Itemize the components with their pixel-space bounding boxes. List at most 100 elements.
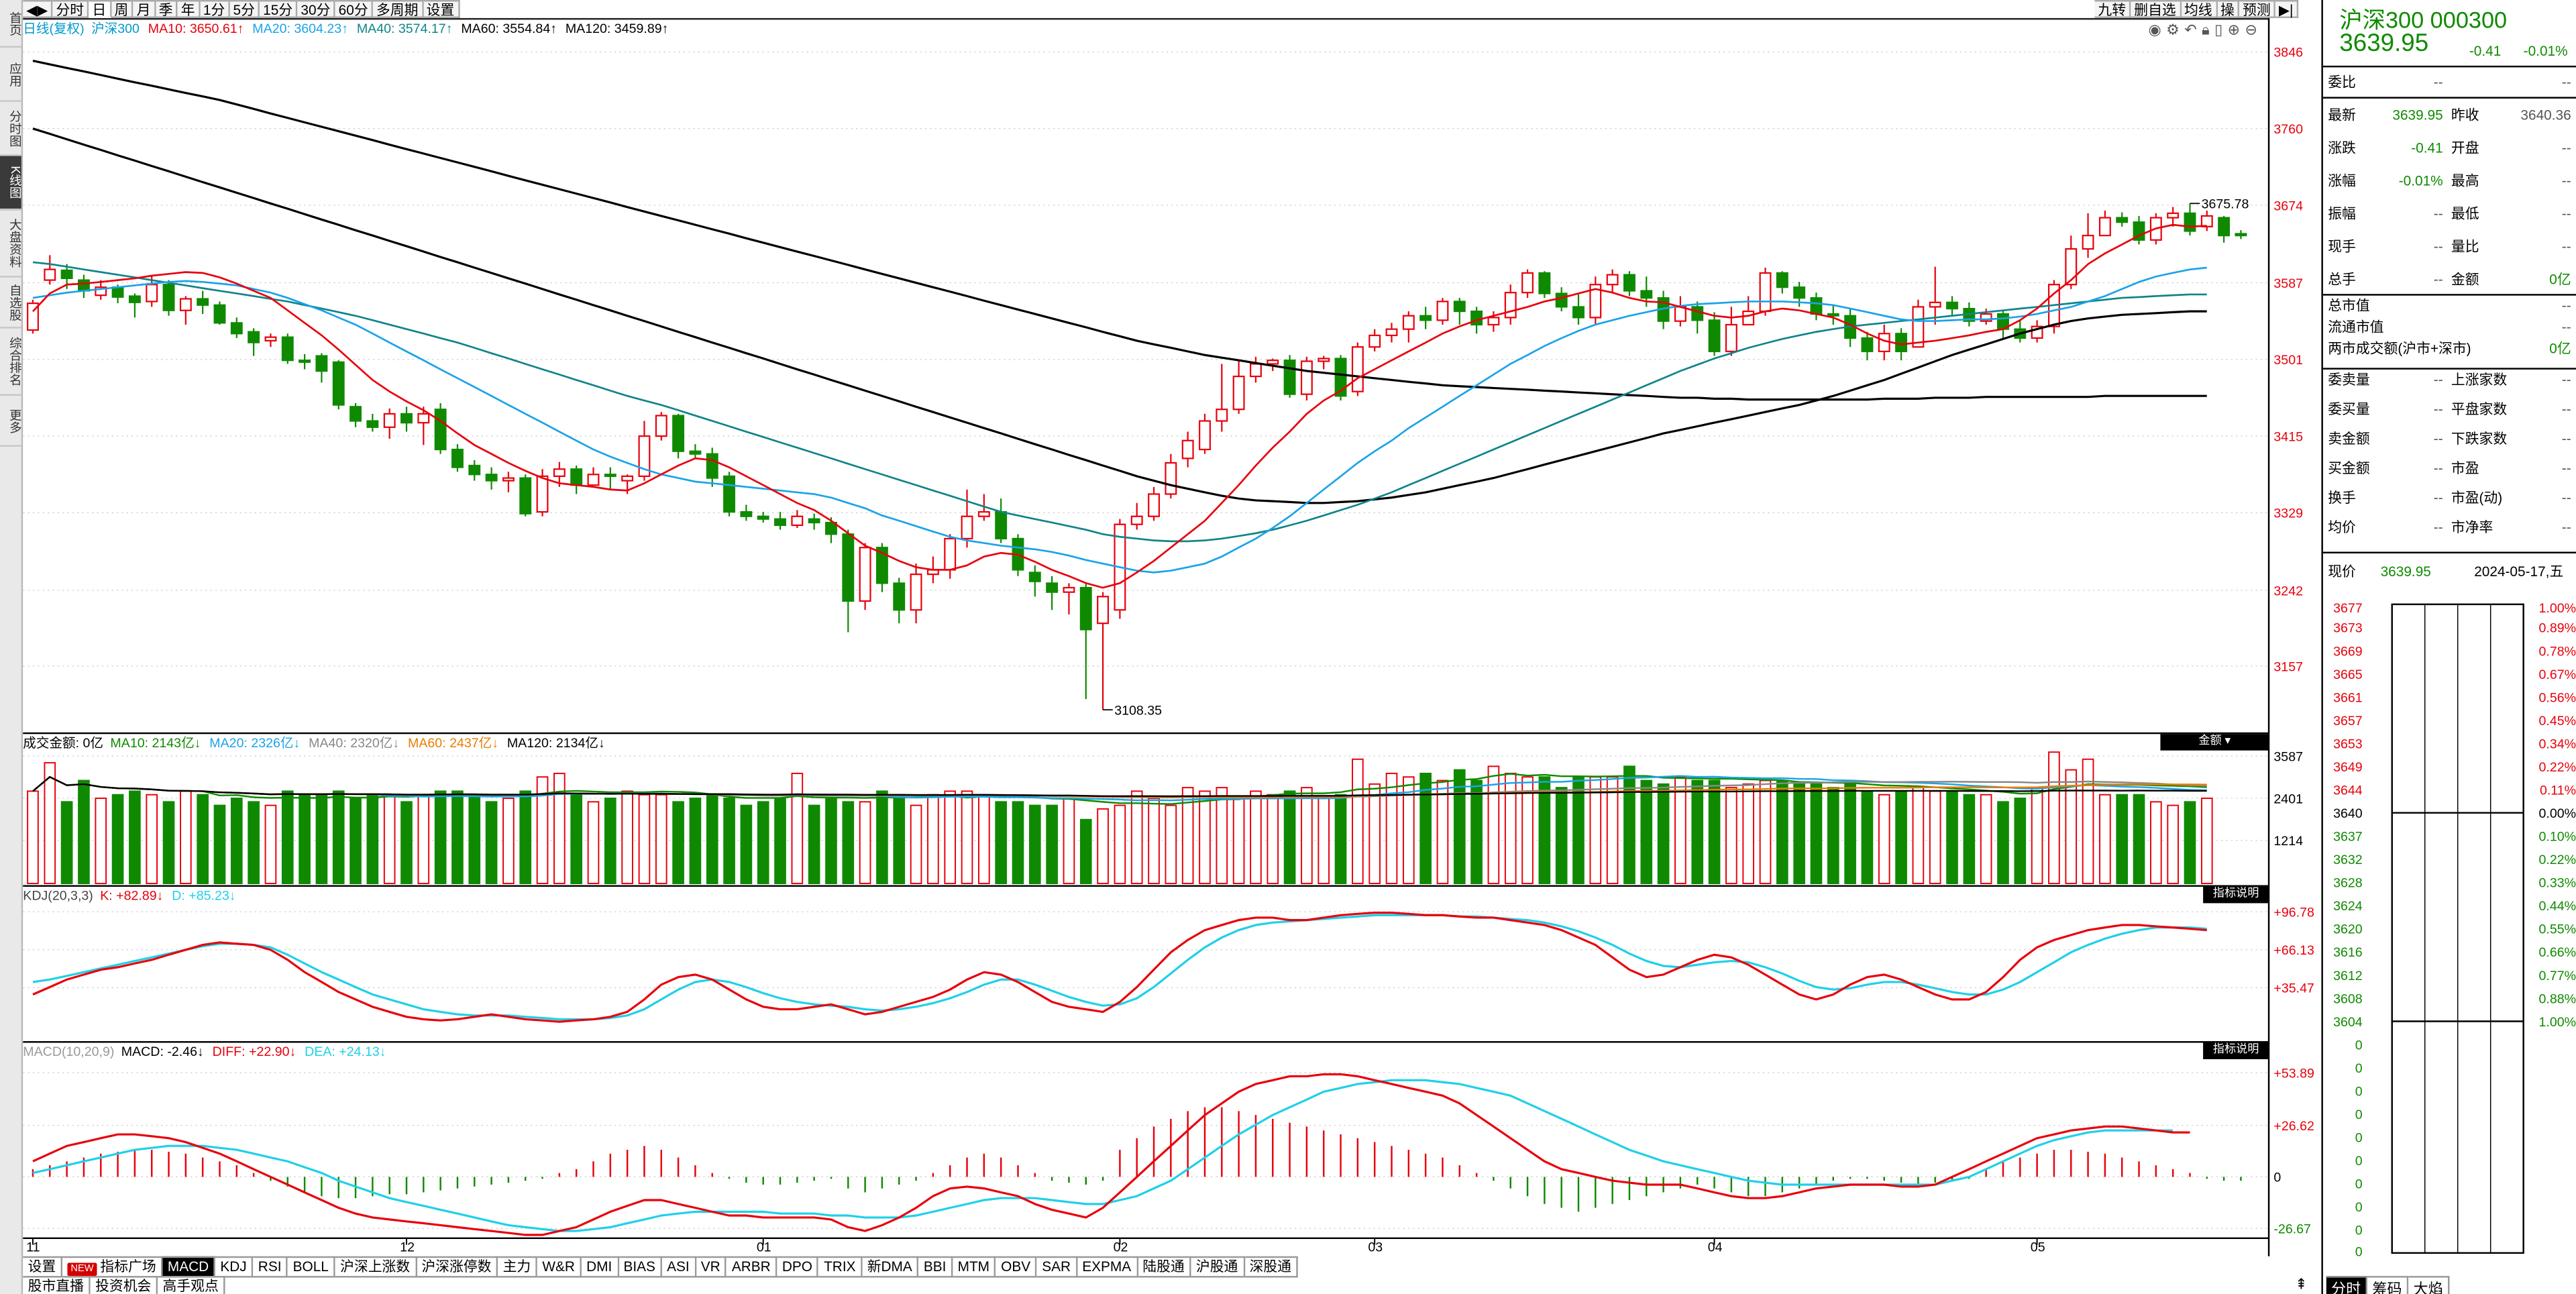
legend-ma120: MA120: 3459.89↑ <box>565 21 669 36</box>
macd-help-button[interactable]: 指标说明 <box>2203 1042 2269 1059</box>
indicator-tab-17[interactable]: 新DMA <box>862 1256 919 1278</box>
mini-pct-tick: 1.00% <box>2539 601 2576 616</box>
quote-value: -- <box>2561 371 2571 388</box>
sidebar-item-7[interactable]: 更多 <box>0 396 23 447</box>
quote-label: 委卖量 <box>2328 371 2370 388</box>
period-tab-5[interactable]: 季 <box>155 0 178 18</box>
indicator-tab-16[interactable]: TRIX <box>818 1256 863 1278</box>
macd-panel[interactable]: MACD(10,20,9) MACD: -2.46↓ DIFF: +22.90↓… <box>23 1041 2269 1240</box>
feature-tab-0[interactable]: 股市直播 <box>23 1276 91 1294</box>
eye-icon[interactable]: ◉ <box>2148 21 2167 38</box>
indicator-tab-2[interactable]: MACD <box>162 1256 215 1278</box>
zoom-in-icon[interactable]: ⊕ <box>2227 21 2245 38</box>
period-tab-7[interactable]: 1分 <box>199 0 230 18</box>
period-tab-8[interactable]: 5分 <box>229 0 260 18</box>
indicator-tab-21[interactable]: SAR <box>1036 1256 1077 1278</box>
mini-price-tick: 3669 <box>2333 644 2363 659</box>
indicator-tab-4[interactable]: RSI <box>253 1256 288 1278</box>
period-tab-2[interactable]: 日 <box>89 0 111 18</box>
period-tab-13[interactable]: 设置 <box>423 0 460 18</box>
indicator-tab-1[interactable]: NEW 指标广场 <box>62 1256 163 1278</box>
right-tool-4[interactable]: 预测 <box>2239 0 2276 18</box>
sidebar-item-2[interactable]: 分时图 <box>0 102 23 156</box>
right-tool-5[interactable]: ▶| <box>2275 0 2298 18</box>
period-tab-1[interactable]: 分时 <box>52 0 89 18</box>
quote-label: 上涨家数 <box>2451 371 2508 388</box>
candle-body <box>1046 582 1059 593</box>
quote-tab-2[interactable]: 大焰 <box>2408 1276 2450 1294</box>
undo-icon[interactable]: ↶ <box>2184 21 2202 38</box>
period-tab-0[interactable]: ◀▶ <box>23 0 53 18</box>
lock-icon[interactable]: 🔒︎ <box>2202 21 2215 38</box>
delete-icon[interactable]: ▯ <box>2214 21 2228 38</box>
indicator-tab-24[interactable]: 沪股通 <box>1191 1256 1245 1278</box>
indicator-tab-5[interactable]: BOLL <box>288 1256 335 1278</box>
indicator-tab-7[interactable]: 沪深涨停数 <box>416 1256 498 1278</box>
period-tab-4[interactable]: 月 <box>133 0 156 18</box>
indicator-tab-13[interactable]: VR <box>696 1256 727 1278</box>
indicator-tab-12[interactable]: ASI <box>661 1256 696 1278</box>
main-legend: 日线(复权) 沪深300 MA10: 3650.61↑ MA20: 3604.2… <box>23 21 668 38</box>
chart-tool-icons[interactable]: ◉⚙↶🔒︎▯⊕⊖ <box>2148 21 2262 40</box>
quote-tab-1[interactable]: 筹码 <box>2367 1276 2409 1294</box>
sidebar-item-0[interactable]: 首页 <box>0 0 23 48</box>
legend-period: 日线(复权) <box>23 21 85 36</box>
price-panel[interactable]: 日线(复权) 沪深300 MA10: 3650.61↑ MA20: 3604.2… <box>23 17 2269 733</box>
indicator-tab-18[interactable]: BBI <box>918 1256 953 1278</box>
quote-row: 买金额 -- 市盈 -- <box>2323 453 2576 483</box>
indicator-tab-label: 深股通 <box>1249 1258 1292 1275</box>
sidebar-item-5[interactable]: 自选股 <box>0 278 23 329</box>
quote-value: -- <box>2561 430 2571 447</box>
indicator-tab-3[interactable]: KDJ <box>215 1256 254 1278</box>
indicator-tab-11[interactable]: BIAS <box>619 1256 662 1278</box>
indicator-tab-19[interactable]: MTM <box>953 1256 996 1278</box>
quote-label: 涨幅 <box>2328 172 2356 189</box>
indicator-tab-9[interactable]: W&R <box>537 1256 582 1278</box>
sidebar-item-4[interactable]: 大盘资料 <box>0 210 23 278</box>
sidebar-item-1[interactable]: 应用 <box>0 48 23 102</box>
volume-bar <box>95 798 107 885</box>
scroll-top-icon[interactable]: ⇞ <box>2295 1276 2308 1293</box>
volume-panel[interactable]: 成交金额: 0亿 MA10: 2143亿↓ MA20: 2326亿↓ MA40:… <box>23 732 2269 885</box>
feature-tab-1[interactable]: 投资机会 <box>90 1276 158 1294</box>
indicator-tab-8[interactable]: 主力 <box>498 1256 538 1278</box>
candle-body <box>468 464 481 476</box>
month-label: 01 <box>757 1240 771 1254</box>
sidebar-item-3[interactable]: K线图 <box>0 156 23 211</box>
mini-price-tick: 0 <box>2355 1154 2363 1169</box>
settings-icon[interactable]: ⚙ <box>2166 21 2185 38</box>
now-date: 2024-05-17,五 <box>2474 563 2564 580</box>
sidebar-item-6[interactable]: 综合排名 <box>0 329 23 396</box>
indicator-tab-22[interactable]: EXPMA <box>1077 1256 1138 1278</box>
indicator-tab-10[interactable]: DMI <box>581 1256 619 1278</box>
period-tab-11[interactable]: 60分 <box>335 0 374 18</box>
right-tool-2[interactable]: 均线 <box>2181 0 2218 18</box>
kdj-help-button[interactable]: 指标说明 <box>2203 886 2269 904</box>
period-tab-3[interactable]: 周 <box>111 0 133 18</box>
indicator-tab-23[interactable]: 陆股通 <box>1137 1256 1191 1278</box>
volume-bar <box>1385 772 1398 885</box>
candle-body <box>1249 363 1262 378</box>
mini-price-tick: 3665 <box>2333 667 2363 682</box>
quote-value: -- <box>2561 318 2571 335</box>
volume-bar <box>1470 779 1483 885</box>
indicator-tab-20[interactable]: OBV <box>996 1256 1037 1278</box>
indicator-tab-14[interactable]: ARBR <box>727 1256 777 1278</box>
indicator-tab-25[interactable]: 深股通 <box>1244 1256 1298 1278</box>
right-tool-1[interactable]: 删自选 <box>2131 0 2182 18</box>
quote-tab-0[interactable]: 分时 <box>2326 1276 2368 1294</box>
feature-tab-2[interactable]: 高手观点 <box>158 1276 225 1294</box>
period-tab-10[interactable]: 30分 <box>297 0 335 18</box>
quote-label: 市盈(动) <box>2451 489 2503 506</box>
indicator-tab-6[interactable]: 沪深上涨数 <box>335 1256 417 1278</box>
indicator-tab-15[interactable]: DPO <box>777 1256 819 1278</box>
period-tab-9[interactable]: 15分 <box>260 0 298 18</box>
indicator-tab-0[interactable]: 设置 <box>23 1256 63 1278</box>
period-tab-6[interactable]: 年 <box>177 0 200 18</box>
period-tab-12[interactable]: 多周期 <box>373 0 423 18</box>
zoom-out-icon[interactable]: ⊖ <box>2245 21 2263 38</box>
right-tool-0[interactable]: 九转 <box>2094 0 2131 18</box>
right-tool-3[interactable]: 操 <box>2217 0 2240 18</box>
volume-type-select[interactable]: 金额 ▾ <box>2160 734 2269 751</box>
quote-label: 换手 <box>2328 489 2356 506</box>
